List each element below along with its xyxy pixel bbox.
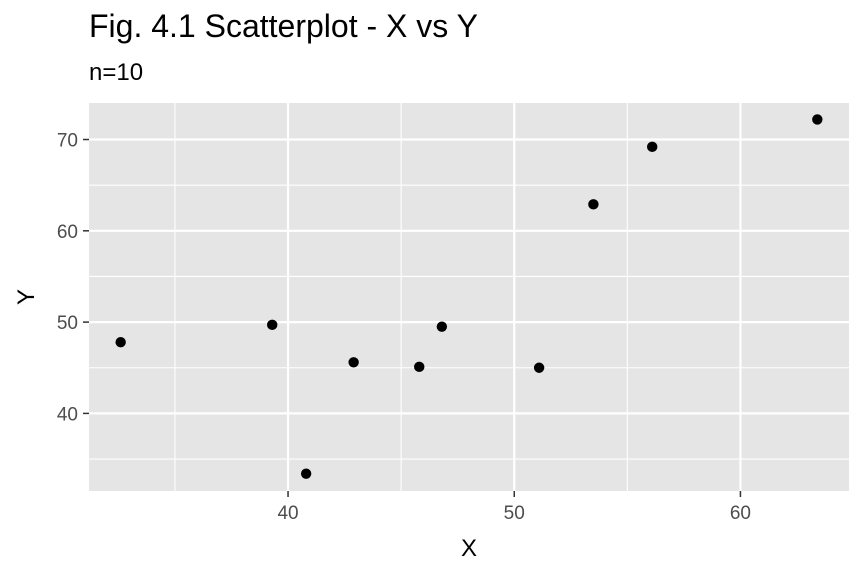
y-tick-label: 70 xyxy=(57,131,78,152)
data-point xyxy=(348,357,358,367)
data-point xyxy=(812,114,822,124)
y-axis: 40 50 60 70 xyxy=(57,131,89,426)
y-tick-label: 40 xyxy=(57,404,78,425)
data-point xyxy=(437,321,447,331)
data-point xyxy=(534,363,544,373)
data-point xyxy=(267,320,277,330)
y-tick-label: 60 xyxy=(57,222,78,243)
data-point xyxy=(647,142,657,152)
x-tick-label: 60 xyxy=(730,503,751,524)
data-point xyxy=(115,337,125,347)
y-tick-label: 50 xyxy=(57,313,78,334)
x-tick-label: 50 xyxy=(504,503,525,524)
data-point xyxy=(301,468,311,478)
x-tick-label: 40 xyxy=(277,503,298,524)
x-axis: 40 50 60 xyxy=(277,491,751,524)
data-point xyxy=(414,362,424,372)
x-axis-title: X xyxy=(461,535,477,562)
data-point xyxy=(588,199,598,209)
y-axis-title: Y xyxy=(13,289,40,305)
plot-panel xyxy=(89,103,849,491)
